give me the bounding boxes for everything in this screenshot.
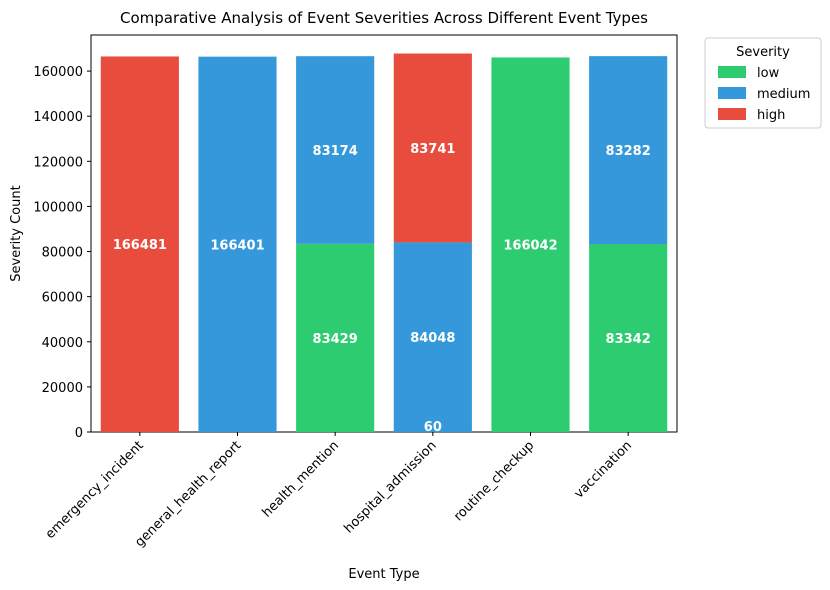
- bar-label-low-vaccination: 83342: [606, 332, 651, 347]
- bar-high-hospital_admission: [393, 53, 472, 243]
- x-tick-label: hospital_admission: [341, 438, 439, 536]
- legend-swatch-high: [718, 108, 746, 120]
- bar-label-medium-hospital_admission: 84048: [410, 331, 455, 346]
- y-tick-label: 160000: [33, 65, 83, 80]
- x-axis-label: Event Type: [348, 567, 419, 582]
- legend-box: [704, 37, 822, 129]
- legend-swatch-low: [718, 66, 746, 78]
- bar-high-emergency_incident: [100, 56, 179, 433]
- bar-annotation-hospital_admission: 60: [424, 420, 442, 435]
- bar-medium-general_health_report: [198, 56, 277, 433]
- legend-label-low: low: [757, 66, 780, 81]
- bar-label-high-hospital_admission: 83741: [410, 142, 455, 157]
- bar-labels: 166481 166401 83429 83174 84048 83741 166042 83…: [113, 142, 651, 435]
- bar-medium-vaccination: [589, 56, 668, 245]
- y-tick-label: 60000: [42, 291, 83, 306]
- bar-low-health_mention: [296, 243, 375, 432]
- x-tick-label: general_health_report: [132, 438, 244, 550]
- bar-medium-health_mention: [296, 56, 375, 244]
- x-tick-label: routine_checkup: [451, 438, 537, 524]
- plot-frame: [90, 34, 678, 433]
- legend-label-high: high: [757, 108, 785, 123]
- x-tick-label: vaccination: [572, 438, 635, 501]
- bar-label-medium-vaccination: 83282: [606, 144, 651, 159]
- bars: [100, 53, 668, 433]
- bar-label-low-routine_checkup: 166042: [503, 239, 557, 254]
- y-axis-label: Severity Count: [9, 185, 24, 281]
- legend: Severity low medium high: [704, 37, 822, 129]
- bar-label-high-emergency_incident: 166481: [113, 238, 167, 253]
- y-tick-label: 100000: [33, 200, 83, 215]
- y-tick-label: 0: [75, 426, 83, 441]
- legend-label-medium: medium: [757, 87, 810, 102]
- bar-label-low-health_mention: 83429: [313, 332, 358, 347]
- legend-swatch-medium: [718, 87, 746, 99]
- bar-low-vaccination: [589, 244, 668, 432]
- bar-label-medium-health_mention: 83174: [313, 144, 358, 159]
- bar-low-routine_checkup: [491, 57, 570, 433]
- legend-title: Severity: [736, 45, 790, 60]
- x-tick-label: health_mention: [260, 438, 342, 520]
- y-axis: 0 20000 40000 60000 80000 100000 120000 140000 1…: [33, 65, 91, 441]
- x-tick-label: emergency_incident: [43, 438, 147, 542]
- bar-label-medium-general_health_report: 166401: [210, 238, 264, 253]
- y-tick-label: 40000: [42, 336, 83, 351]
- chart-title: Comparative Analysis of Event Severities…: [120, 9, 648, 27]
- y-tick-label: 140000: [33, 110, 83, 125]
- plot-area: [90, 34, 678, 433]
- y-tick-label: 20000: [42, 381, 83, 396]
- y-tick-label: 80000: [42, 246, 83, 261]
- bar-medium-hospital_admission: [393, 242, 472, 432]
- y-tick-label: 120000: [33, 155, 83, 170]
